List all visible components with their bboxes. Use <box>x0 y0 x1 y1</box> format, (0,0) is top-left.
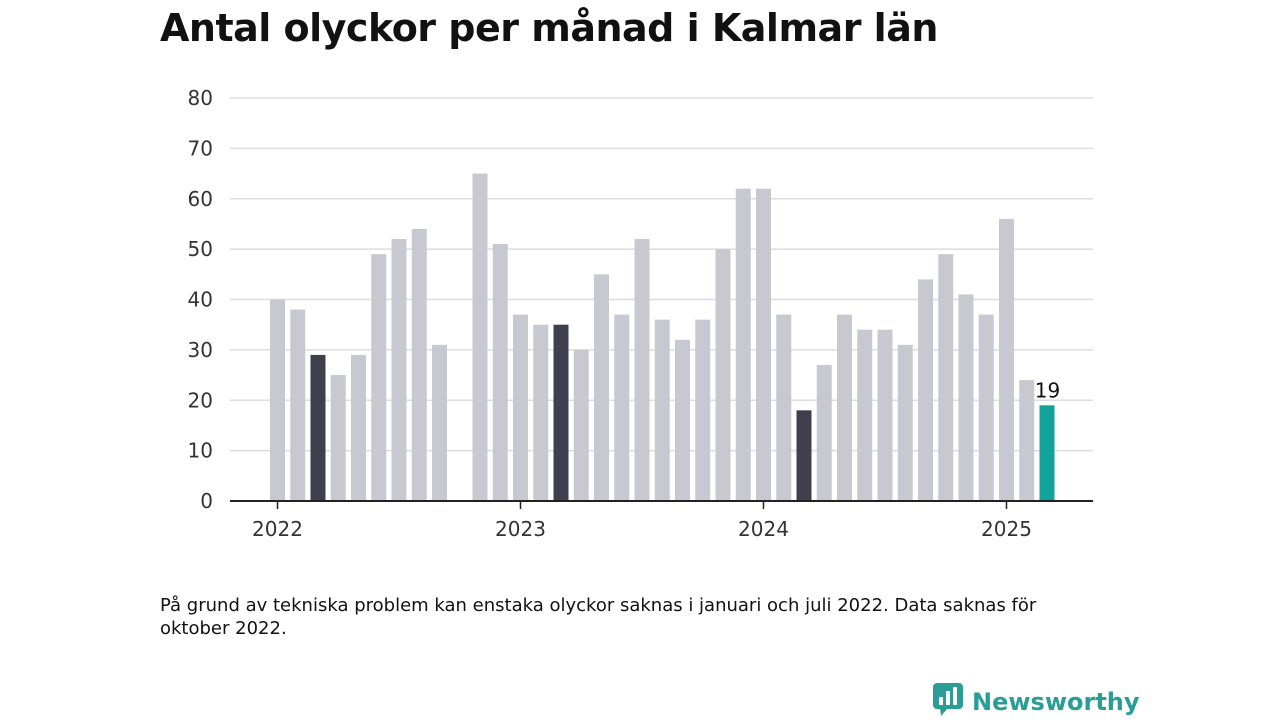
y-axis-ticks: 0 10 20 30 40 50 60 70 80 <box>188 86 213 513</box>
x-tick-label-2025: 2025 <box>981 517 1032 541</box>
bar-2022-02 <box>290 309 306 501</box>
brand[interactable]: Newsworthy <box>932 682 1140 722</box>
bar-2022-01 <box>270 299 285 501</box>
y-tick-label: 20 <box>188 388 213 412</box>
bar-2022-06 <box>371 254 387 501</box>
bar-2022-07 <box>391 239 407 502</box>
bar-2023-12 <box>735 188 751 502</box>
bar-2023-04 <box>573 349 589 501</box>
x-tick-label-2023: 2023 <box>495 517 546 541</box>
x-tick-label-2024: 2024 <box>738 517 789 541</box>
chart-title: Antal olyckor per månad i Kalmar län <box>160 6 938 50</box>
data-labels: 19 <box>1035 378 1060 402</box>
bar-2022-11 <box>472 173 488 501</box>
y-tick-label: 40 <box>188 288 213 312</box>
x-axis: 2022 2023 2024 2025 <box>230 500 1093 541</box>
bar-2022-09 <box>432 344 447 501</box>
bar-2022-12 <box>492 244 508 501</box>
bar-2023-11 <box>715 249 731 501</box>
bar-2022-03 <box>310 354 326 501</box>
bar-2024-10 <box>938 254 954 501</box>
y-tick-label: 80 <box>188 86 213 110</box>
bar-2023-08 <box>654 319 670 501</box>
bar-2023-02 <box>533 324 549 501</box>
y-tick-label: 70 <box>188 136 213 160</box>
x-tick-label-2022: 2022 <box>252 517 303 541</box>
y-tick-label: 10 <box>188 439 213 463</box>
newsworthy-logo-icon <box>932 682 966 722</box>
bar-2024-07 <box>877 329 893 501</box>
bar-2022-08 <box>411 228 427 501</box>
bar-2022-04 <box>330 375 346 501</box>
y-tick-label: 50 <box>188 237 213 261</box>
bar-chart: 0 10 20 30 40 50 60 70 80 2022 2023 2024 2025 19 <box>188 86 1093 541</box>
bar-2024-12 <box>978 314 994 501</box>
bar-2024-11 <box>958 294 974 501</box>
bar-2025-02 <box>1019 380 1035 501</box>
bar-2023-01 <box>513 314 528 501</box>
bar-2023-03 <box>553 324 569 501</box>
bar-2023-05 <box>594 274 609 501</box>
y-tick-label: 60 <box>188 187 213 211</box>
bar-2025-01 <box>999 218 1014 501</box>
bar-2024-04 <box>816 364 832 501</box>
bar-2024-03 <box>796 410 812 501</box>
bar-2024-08 <box>897 344 913 501</box>
bar-2023-07 <box>634 239 650 502</box>
bar-2024-05 <box>837 314 852 501</box>
bar-2024-02 <box>776 314 792 501</box>
bars <box>270 173 1055 502</box>
bar-2024-01 <box>756 188 771 502</box>
y-tick-label: 30 <box>188 338 213 362</box>
bar-2023-09 <box>675 339 690 501</box>
footnote: På grund av tekniska problem kan enstaka… <box>160 595 1037 639</box>
bar-2025-03 <box>1039 405 1055 501</box>
brand-name: Newsworthy <box>972 688 1140 716</box>
bar-2024-06 <box>857 329 873 501</box>
data-label-2025-03: 19 <box>1035 378 1060 402</box>
bar-2023-06 <box>614 314 630 501</box>
y-tick-label: 0 <box>200 489 213 513</box>
bar-2022-05 <box>351 354 366 501</box>
bar-2023-10 <box>695 319 711 501</box>
bar-2024-09 <box>918 279 933 501</box>
